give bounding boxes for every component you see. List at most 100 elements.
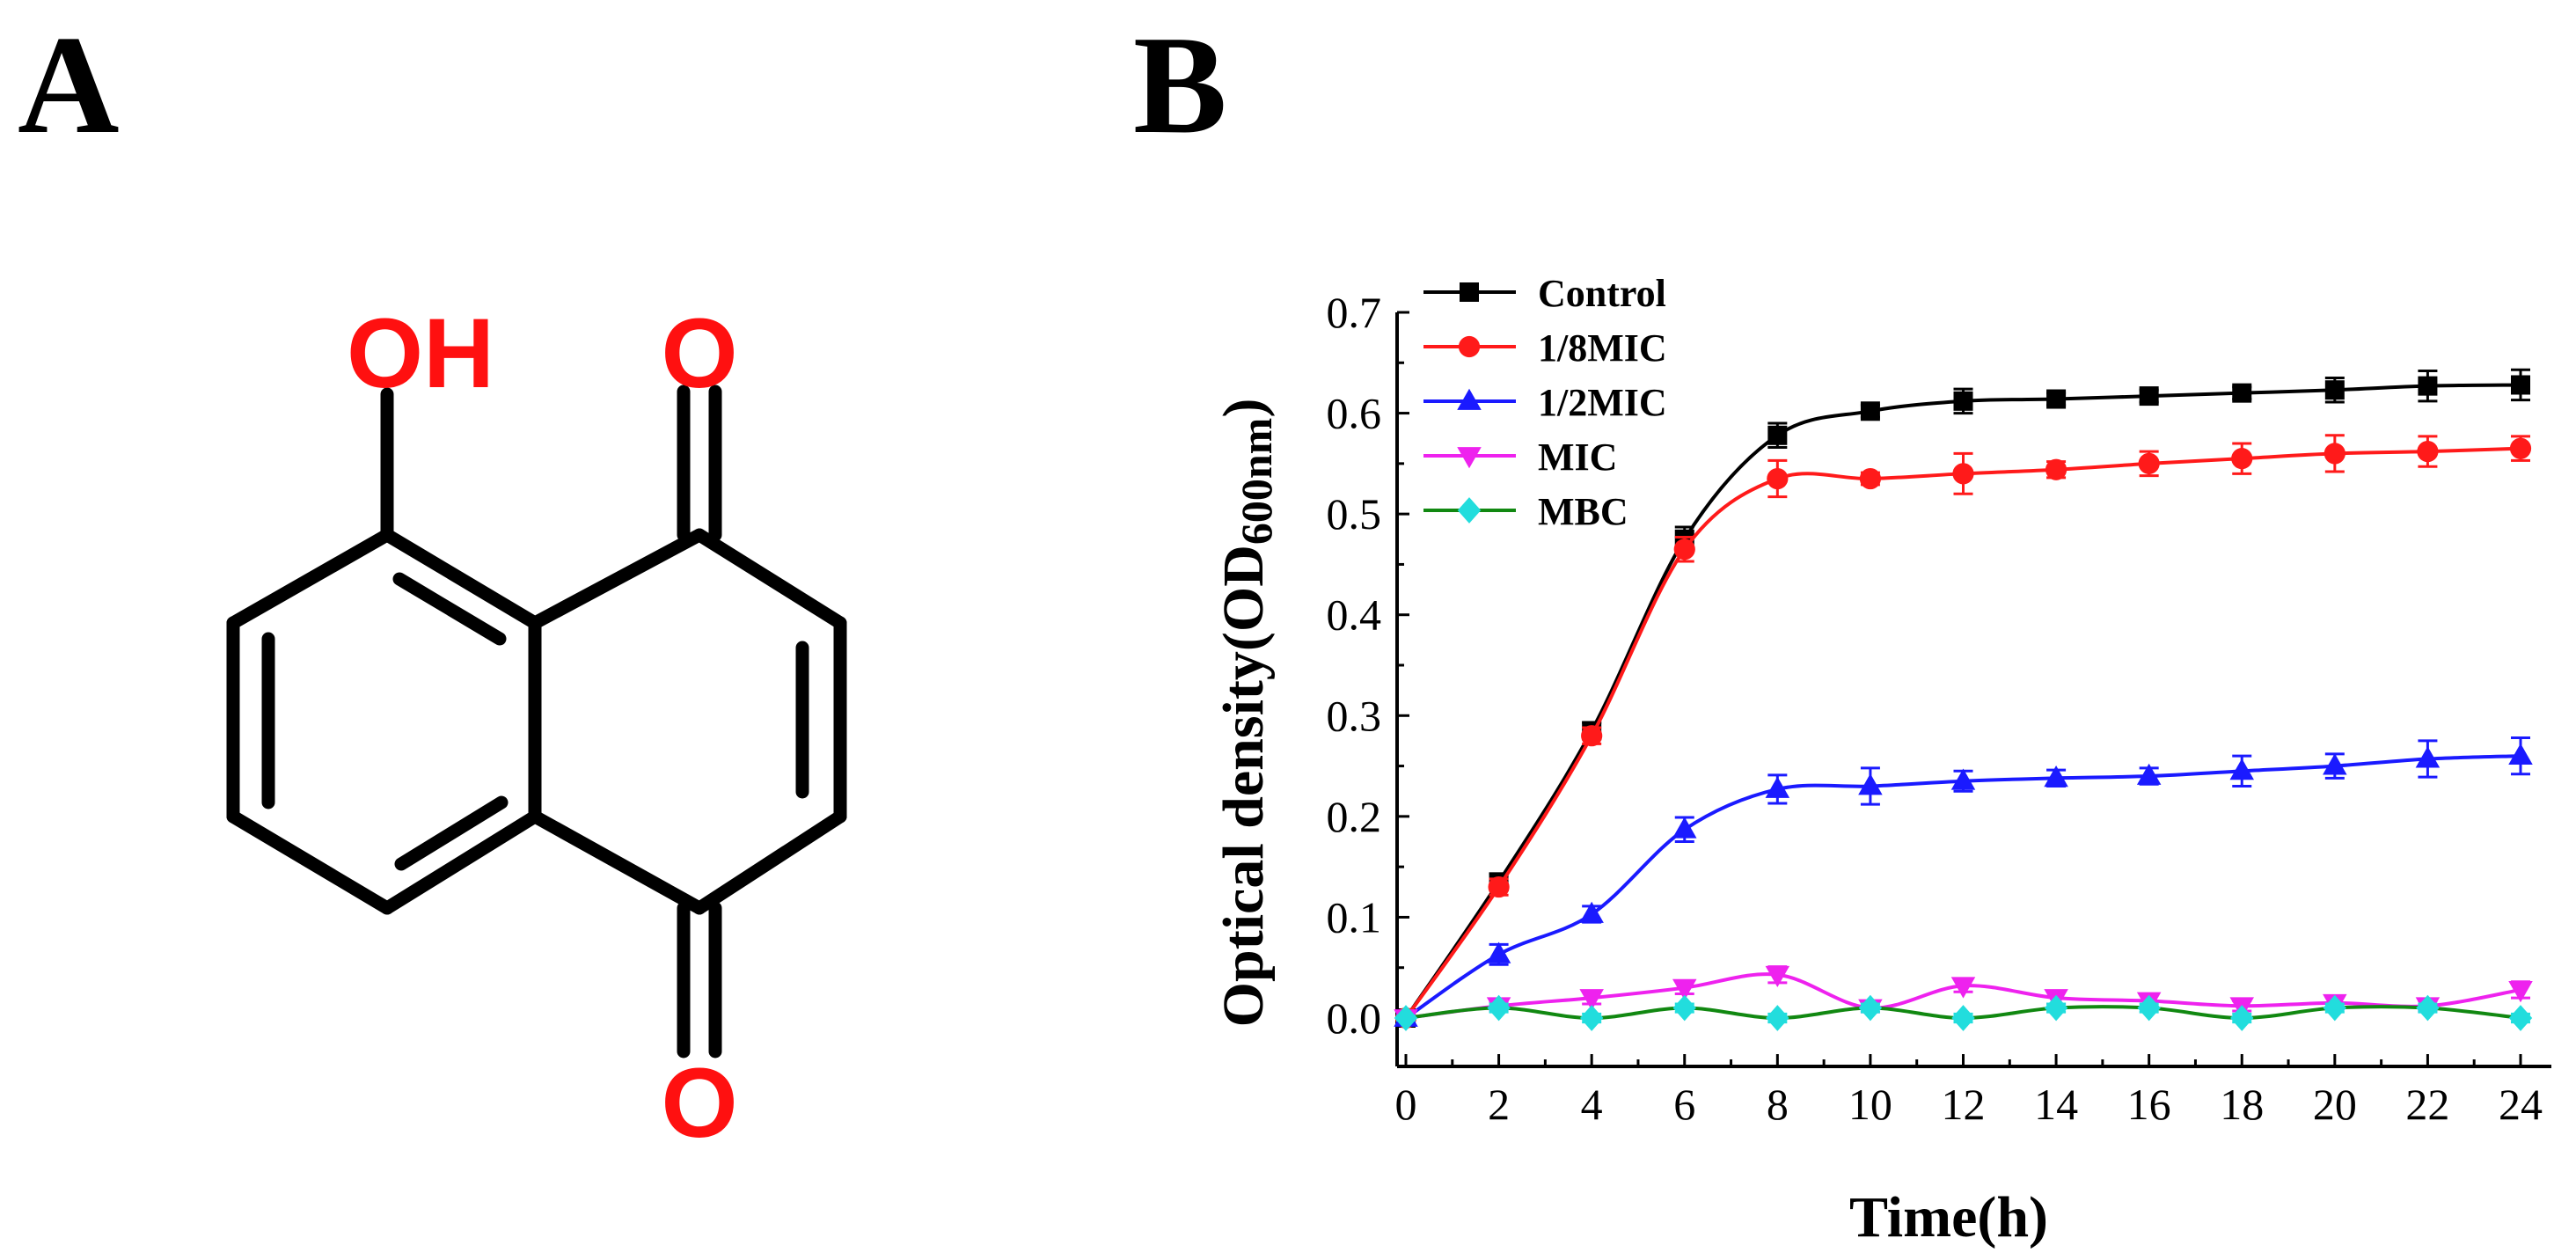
carbonyl-top-atom-label: O — [661, 298, 737, 408]
data-point — [1487, 994, 1511, 1022]
legend-label: Control — [1538, 272, 1666, 315]
data-point — [1672, 817, 1697, 839]
y-tick-label: 0.7 — [1327, 288, 1382, 337]
panel-label-a: A — [18, 6, 120, 163]
data-point — [2232, 383, 2252, 403]
data-point — [1951, 1005, 1975, 1031]
data-point — [2509, 437, 2532, 459]
x-tick-label: 18 — [2220, 1080, 2264, 1129]
data-point — [2046, 389, 2067, 409]
legend-entry: Control — [1423, 272, 1666, 315]
y-tick-label: 0.3 — [1327, 691, 1382, 740]
legend-label: MBC — [1538, 490, 1628, 533]
y-axis-title-main: Optical density(OD — [1211, 545, 1276, 1027]
x-tick-label: 22 — [2405, 1080, 2449, 1129]
x-tick-label: 10 — [1848, 1080, 1892, 1129]
data-point — [1765, 776, 1790, 798]
data-point — [1579, 1005, 1604, 1031]
data-point — [2136, 763, 2162, 785]
x-tick-label: 24 — [2499, 1080, 2543, 1129]
bond — [692, 528, 847, 630]
data-point — [1858, 773, 1883, 795]
x-tick-label: 0 — [1395, 1080, 1417, 1129]
x-axis-ticks: 0 2 4 6 8 10 12 14 16 18 20 22 24 — [1395, 1054, 2543, 1129]
data-point — [2323, 994, 2347, 1022]
data-point — [2508, 743, 2533, 766]
bond — [528, 528, 706, 630]
x-tick-label: 8 — [1767, 1080, 1789, 1129]
data-point — [2511, 375, 2530, 395]
data-point — [1394, 1005, 1418, 1031]
data-point — [2137, 994, 2161, 1022]
x-tick-label: 16 — [2127, 1080, 2171, 1129]
data-point — [1672, 994, 1696, 1022]
bond — [380, 528, 542, 630]
data-point — [2418, 376, 2438, 396]
y-axis-title-subscript: 600nm — [1232, 418, 1281, 545]
data-point — [1766, 1005, 1789, 1031]
data-point — [2044, 994, 2068, 1022]
series-1-8mic — [1394, 434, 2532, 1029]
x-tick-label: 6 — [1673, 1080, 1695, 1129]
x-axis-title: Time(h) — [1849, 1185, 2048, 1249]
data-point — [1672, 978, 1697, 1000]
hydroxyl-atom-label: OH — [347, 298, 494, 408]
data-point — [2230, 1005, 2254, 1031]
legend-marker — [1457, 497, 1482, 524]
data-point — [1858, 994, 1883, 1022]
data-point — [2138, 452, 2160, 474]
double-bond-inner — [394, 795, 509, 871]
data-point — [2323, 753, 2347, 775]
data-point — [2416, 994, 2440, 1022]
y-tick-label: 0.6 — [1327, 389, 1382, 438]
data-point — [1579, 989, 1604, 1011]
data-point — [2045, 458, 2067, 480]
legend-marker — [1460, 282, 1479, 302]
legend-label: MIC — [1538, 436, 1617, 479]
data-point — [1859, 467, 1882, 490]
y-axis-ticks: 0.0 0.1 0.2 0.3 0.4 0.5 0.6 0.7 — [1327, 288, 1409, 1043]
bond — [380, 809, 542, 915]
data-point — [1952, 463, 1974, 485]
x-tick-label: 20 — [2313, 1080, 2357, 1129]
x-tick-label: 2 — [1488, 1080, 1510, 1129]
series-layer — [1394, 368, 2533, 1031]
data-point — [1488, 875, 1510, 898]
data-point — [1950, 768, 1976, 790]
data-point — [2044, 766, 2068, 788]
legend-entry: MIC — [1423, 436, 1617, 479]
data-point — [2231, 448, 2253, 470]
y-tick-label: 0.2 — [1327, 792, 1382, 841]
legend-marker — [1457, 447, 1482, 469]
data-point — [1579, 901, 1604, 923]
data-point — [2508, 1005, 2533, 1031]
bond — [528, 809, 706, 915]
data-point — [1486, 941, 1511, 963]
series-mbc — [1394, 994, 2533, 1031]
data-point — [1767, 467, 1789, 490]
carbonyl-bottom-atom-label: O — [661, 1048, 737, 1158]
legend-label: 1/2MIC — [1538, 381, 1667, 424]
y-axis-title: Optical density(OD600nm) — [1211, 399, 1281, 1028]
data-point — [1860, 401, 1880, 421]
x-tick-label: 12 — [1942, 1080, 1986, 1129]
data-point — [2415, 746, 2441, 768]
data-point — [1765, 965, 1790, 988]
panel-label-b: B — [1133, 6, 1227, 163]
legend-entry: 1/8MIC — [1423, 326, 1667, 370]
legend-marker — [1458, 335, 1481, 358]
data-point — [1581, 725, 1603, 747]
y-tick-label: 0.1 — [1327, 892, 1382, 941]
data-point — [1950, 977, 1976, 999]
data-point — [1953, 391, 1973, 411]
data-point — [2139, 386, 2159, 407]
growth-curve-chart: 0 2 4 6 8 10 12 14 16 18 20 22 24 0.00.10.20.30.40.5… — [1211, 272, 2551, 1249]
molecule-structure — [226, 385, 847, 1059]
data-point — [1767, 425, 1788, 445]
bond — [226, 528, 394, 630]
bond — [226, 809, 394, 915]
data-point — [2324, 380, 2345, 400]
y-axis-title-end: ) — [1211, 399, 1276, 418]
x-tick-label: 14 — [2034, 1080, 2078, 1129]
data-point — [2324, 443, 2345, 465]
